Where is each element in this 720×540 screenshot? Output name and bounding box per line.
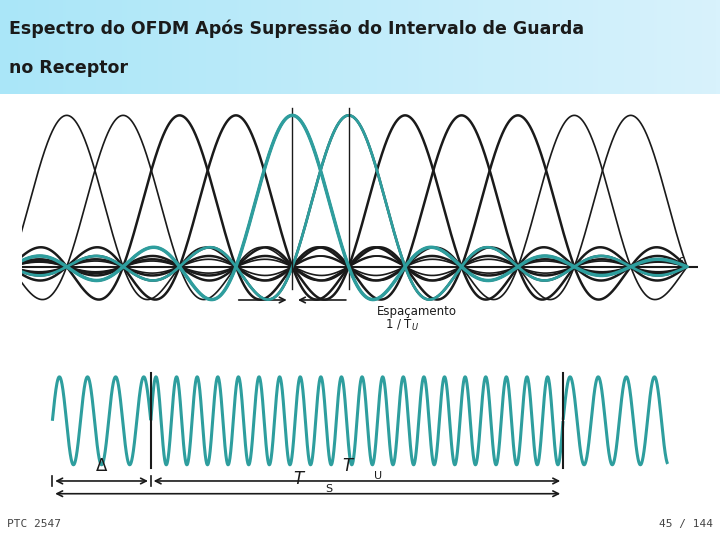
Text: T: T (343, 457, 353, 475)
Text: U: U (374, 471, 382, 481)
Text: PTC 2547: PTC 2547 (7, 519, 61, 529)
Text: 45 / 144: 45 / 144 (659, 519, 713, 529)
Text: 1 / T$_U$: 1 / T$_U$ (385, 318, 420, 333)
Text: no Receptor: no Receptor (9, 59, 127, 77)
Text: Espaçamento: Espaçamento (377, 305, 457, 318)
Text: S: S (325, 484, 333, 494)
Text: Espectro do OFDM Após Supressão do Intervalo de Guarda: Espectro do OFDM Após Supressão do Inter… (9, 19, 584, 38)
Text: Δ: Δ (96, 457, 107, 475)
Text: f: f (676, 256, 680, 271)
Text: T: T (294, 470, 304, 488)
